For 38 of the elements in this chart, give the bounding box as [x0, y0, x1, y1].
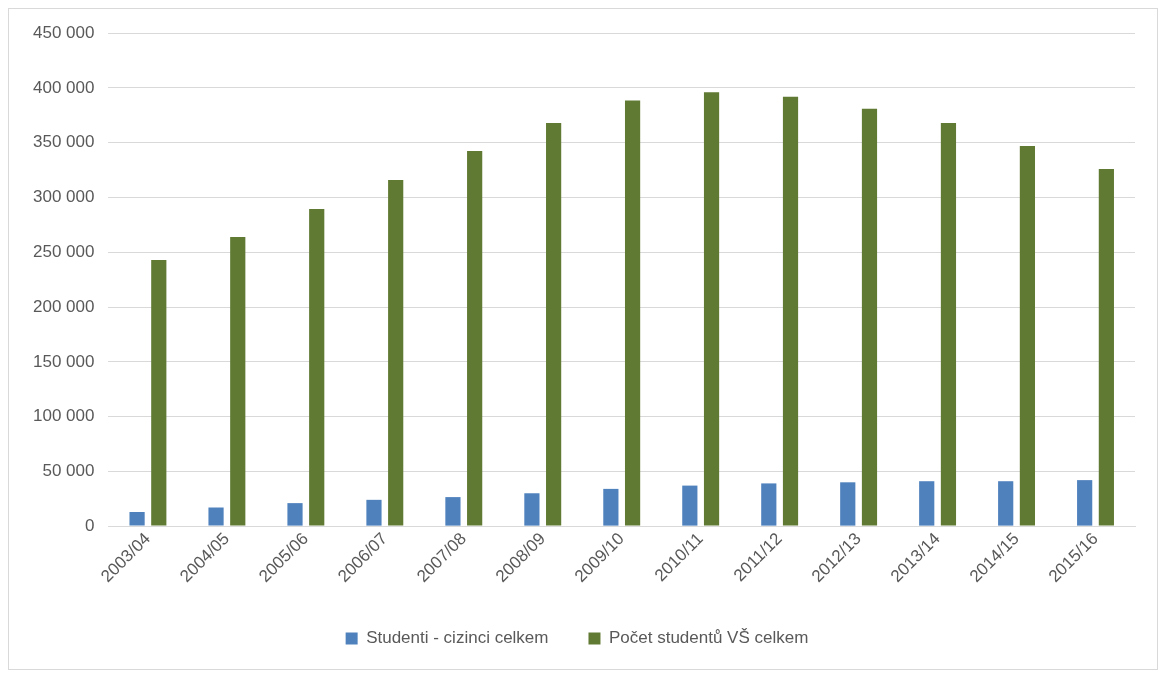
bar — [366, 499, 382, 526]
bar — [287, 503, 303, 526]
bar — [208, 507, 224, 526]
bar — [1019, 146, 1036, 526]
bar — [761, 483, 777, 526]
bar — [1098, 169, 1114, 526]
bar — [782, 96, 799, 526]
y-tick-label: 300 000 — [33, 187, 95, 207]
y-tick-label: 50 000 — [42, 461, 95, 481]
legend-label: Studenti - cizinci celkem — [366, 628, 549, 648]
bar — [682, 485, 698, 526]
bar — [603, 488, 619, 526]
bar — [388, 179, 404, 526]
bar — [309, 209, 325, 526]
bar — [840, 482, 856, 526]
y-tick-label: 450 000 — [33, 22, 95, 42]
y-tick-label: 100 000 — [33, 406, 95, 426]
bar — [919, 481, 935, 526]
bar — [230, 236, 246, 526]
bar — [151, 259, 167, 526]
y-tick-label: 400 000 — [33, 77, 95, 97]
y-tick-label: 250 000 — [33, 241, 95, 261]
bar — [467, 150, 483, 526]
bar — [1077, 480, 1093, 526]
bar — [624, 100, 641, 526]
y-tick-label: 350 000 — [33, 132, 95, 152]
bar — [940, 123, 957, 526]
bar — [998, 481, 1014, 526]
bar — [861, 108, 878, 526]
y-tick-label: 150 000 — [33, 351, 95, 371]
y-tick-label: 0 — [84, 515, 95, 535]
bar — [703, 92, 720, 526]
bar — [129, 511, 145, 526]
bar — [524, 493, 540, 526]
bar — [445, 497, 461, 526]
y-tick-label: 200 000 — [33, 296, 95, 316]
legend-label: Počet studentů VŠ celkem — [608, 628, 809, 648]
bar — [546, 123, 562, 526]
